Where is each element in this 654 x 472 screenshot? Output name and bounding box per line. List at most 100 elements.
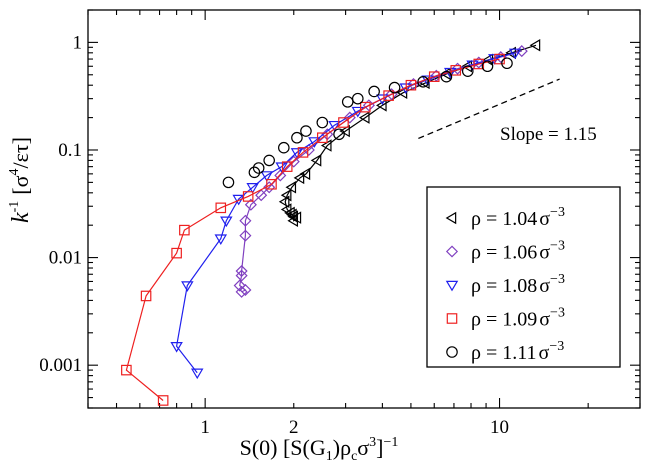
data-point xyxy=(121,364,132,376)
data-point xyxy=(428,71,440,82)
data-point xyxy=(360,101,371,113)
data-point xyxy=(260,171,274,182)
data-point xyxy=(239,229,252,242)
data-point xyxy=(333,128,345,141)
data-point xyxy=(278,195,290,209)
y-tick-label: 1 xyxy=(73,32,83,53)
data-point xyxy=(368,85,380,98)
legend-marker xyxy=(446,346,458,358)
legend-label: ρ = 1.04 σ−3 xyxy=(471,205,565,230)
legend-box xyxy=(426,186,621,368)
data-point xyxy=(248,166,261,179)
x-tick-label: 2 xyxy=(289,417,299,438)
data-point xyxy=(274,169,287,182)
data-point xyxy=(396,86,408,100)
data-point xyxy=(281,161,293,172)
legend-entry: ρ = 1.04 σ−3 xyxy=(445,205,565,230)
data-point xyxy=(407,78,420,91)
x-tick-label: 1 xyxy=(200,417,210,438)
data-point xyxy=(140,290,152,302)
legend-label: ρ = 1.11 σ−3 xyxy=(471,339,564,364)
data-point xyxy=(280,188,292,202)
series-4 xyxy=(222,57,513,189)
data-point xyxy=(171,247,182,259)
data-point xyxy=(358,111,370,124)
data-point xyxy=(255,189,268,202)
data-point xyxy=(235,269,248,282)
legend: ρ = 1.04 σ−3 ρ = 1.06 σ−3 ρ = 1.08 σ−3 ρ = 1.0… xyxy=(426,186,621,368)
data-point xyxy=(266,178,277,190)
data-point xyxy=(529,39,541,52)
legend-label: ρ = 1.08 σ−3 xyxy=(471,272,565,297)
legend-marker xyxy=(445,280,459,292)
data-point xyxy=(481,60,494,73)
data-point xyxy=(252,162,265,174)
data-point xyxy=(246,183,259,194)
data-point xyxy=(214,234,228,246)
data-point xyxy=(222,176,235,189)
series-layer xyxy=(121,39,541,406)
data-point xyxy=(508,48,522,60)
data-point xyxy=(297,147,309,158)
y-tick-label: 0.01 xyxy=(49,248,82,269)
data-point xyxy=(300,125,312,137)
data-point xyxy=(339,124,350,138)
data-point xyxy=(244,198,257,211)
data-point xyxy=(316,132,328,144)
y-tick-label: 0.1 xyxy=(58,140,82,161)
data-point xyxy=(235,285,248,298)
legend-label: ρ = 1.06 σ−3 xyxy=(471,239,565,264)
series-1 xyxy=(233,45,528,298)
data-point xyxy=(215,202,227,214)
series-3 xyxy=(121,53,505,406)
slope-label: Slope = 1.15 xyxy=(500,124,597,145)
x-axis-label: S(0) [S(G1)ρcσ3]−1 xyxy=(240,435,399,464)
data-point xyxy=(242,191,254,202)
legend-entry: ρ = 1.09 σ−3 xyxy=(446,306,565,331)
data-point xyxy=(220,216,233,228)
data-point xyxy=(233,279,246,292)
plot-frame xyxy=(87,9,641,409)
data-point xyxy=(235,264,248,278)
data-point xyxy=(328,120,341,132)
data-point xyxy=(310,154,322,167)
data-point xyxy=(450,65,462,76)
data-point xyxy=(501,57,513,70)
x-tick-label: 10 xyxy=(490,417,509,438)
y-tick-label: 0.001 xyxy=(39,355,82,376)
data-point xyxy=(263,181,276,194)
slope-annotation: Slope = 1.15 xyxy=(418,78,597,145)
data-point xyxy=(299,167,311,181)
data-point xyxy=(405,79,417,91)
data-point xyxy=(263,154,275,167)
data-point xyxy=(239,214,252,227)
data-point xyxy=(351,92,364,105)
data-point xyxy=(275,162,288,174)
legend-marker xyxy=(445,245,459,258)
data-point xyxy=(461,65,474,77)
legend-entry: ρ = 1.11 σ−3 xyxy=(446,339,564,364)
data-point xyxy=(417,76,429,88)
data-point xyxy=(440,70,453,83)
data-point xyxy=(290,148,304,159)
data-point xyxy=(280,203,292,216)
data-point xyxy=(181,281,194,292)
legend-entry: ρ = 1.08 σ−3 xyxy=(445,272,565,297)
ticks-layer xyxy=(87,9,641,409)
data-point xyxy=(285,181,297,194)
data-point xyxy=(383,90,394,101)
data-point xyxy=(291,131,303,144)
data-point xyxy=(388,81,401,94)
series-line xyxy=(125,58,500,401)
data-point xyxy=(278,141,290,154)
data-point xyxy=(341,96,354,108)
data-point xyxy=(170,341,183,353)
data-point xyxy=(157,395,169,406)
data-point xyxy=(287,210,299,223)
plot-frame-layer xyxy=(87,9,641,409)
data-point xyxy=(293,171,305,185)
data-point xyxy=(338,117,349,128)
data-point xyxy=(190,368,204,380)
